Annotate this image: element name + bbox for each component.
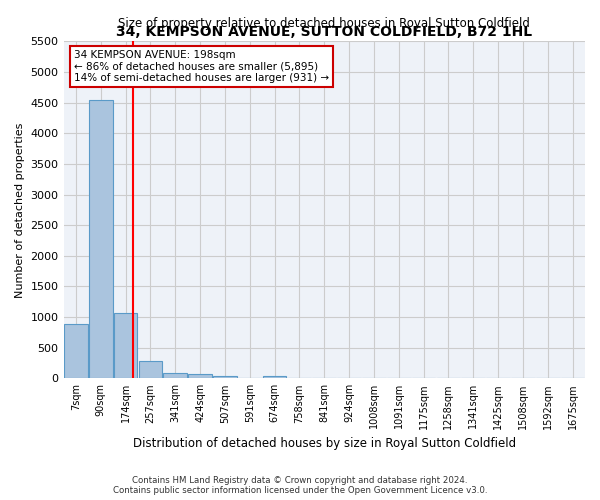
Text: Size of property relative to detached houses in Royal Sutton Coldfield: Size of property relative to detached ho… [118, 16, 530, 30]
Bar [163, 373, 187, 378]
Bar [188, 374, 212, 378]
X-axis label: Distribution of detached houses by size in Royal Sutton Coldfield: Distribution of detached houses by size … [133, 437, 516, 450]
Title: 34, KEMPSON AVENUE, SUTTON COLDFIELD, B72 1HL: 34, KEMPSON AVENUE, SUTTON COLDFIELD, B7… [116, 25, 532, 39]
Bar [64, 324, 88, 378]
Bar [263, 376, 286, 378]
Bar [114, 313, 137, 378]
Text: Contains HM Land Registry data © Crown copyright and database right 2024.
Contai: Contains HM Land Registry data © Crown c… [113, 476, 487, 495]
Y-axis label: Number of detached properties: Number of detached properties [15, 122, 25, 298]
Bar [89, 100, 113, 378]
Bar [139, 361, 162, 378]
Text: 34 KEMPSON AVENUE: 198sqm
← 86% of detached houses are smaller (5,895)
14% of se: 34 KEMPSON AVENUE: 198sqm ← 86% of detac… [74, 50, 329, 83]
Bar [213, 376, 237, 378]
